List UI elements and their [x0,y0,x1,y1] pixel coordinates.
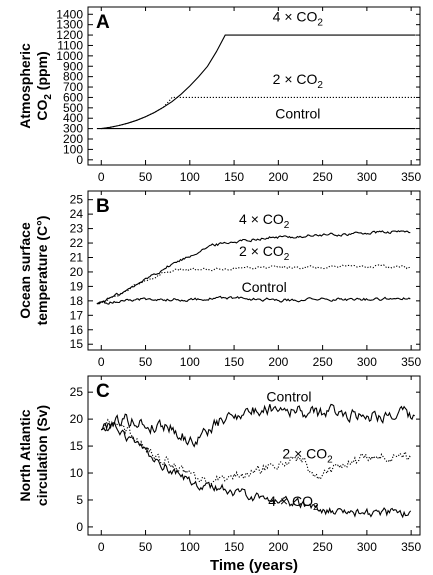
y-tick-label: 20 [70,412,84,426]
x-tick-label: 0 [98,540,105,554]
series-annotation: 4 × CO2 [239,211,290,231]
y-tick-label: 1200 [56,28,83,42]
y-axis-label-line1: North Atlantic [17,409,33,501]
x-tick-label: 250 [313,355,333,369]
y-axis-label-line2: temperature (C°) [34,216,50,326]
x-tick-label: 150 [224,355,244,369]
y-tick-label: 900 [63,59,83,73]
y-tick-label: 15 [70,337,84,351]
x-tick-label: 350 [401,355,421,369]
y-tick-label: 1000 [56,49,83,63]
y-tick-label: 500 [63,101,83,115]
x-tick-label: 50 [139,540,153,554]
y-axis-label-line2: circulation (Sv) [34,405,50,506]
y-tick-label: 25 [70,385,84,399]
y-axis-label-line2: CO [34,100,50,121]
panel-letter: A [96,12,110,33]
panel-c: 0 50 100 150 200 250 300 350 0 5 10 15 20 25 C North At… [17,375,421,574]
plot-frame [87,375,421,536]
y-tick-label: 22 [70,236,84,250]
x-tick-label: 200 [268,170,288,184]
y-tick-label: 24 [70,207,84,221]
x-axis-label: Time (years) [210,557,298,574]
y-axis-label-subscript: 2 [43,94,54,100]
y-axis-label: AtmosphericCO2 (ppm) [17,43,54,129]
y-axis-label-line1: Atmospheric [17,43,33,129]
y-tick-label: 700 [63,80,83,94]
y-tick-label: 800 [63,70,83,84]
y-tick-label: 200 [63,132,83,146]
y-axis-label: Ocean surfacetemperature (C°) [17,216,50,326]
series-annotation: 2 × CO2 [282,445,333,465]
y-tick-label: 400 [63,111,83,125]
panel-a: 0 50 100 150 200 250 300 3500100200300400500600… [17,6,421,184]
y-tick-label: 300 [63,122,83,136]
series-annotation: 2 × CO2 [239,243,290,263]
y-tick-label: 17 [70,308,84,322]
y-tick-label: 100 [63,142,83,156]
series-annotation: 4 × CO2 [268,493,319,513]
x-tick-label: 100 [180,540,200,554]
y-tick-label: 16 [70,323,84,337]
series-annotation: Control [242,279,287,295]
y-tick-label: 0 [76,520,83,534]
y-axis-label-line1: Ocean surface [17,222,33,319]
series-line-control [96,295,411,305]
x-tick-label: 250 [313,540,333,554]
series-annotation: 4 × CO2 [273,9,324,29]
series-annotation: Control [266,388,311,404]
plot-frame [87,6,421,166]
y-axis-label-suffix: (ppm) [34,51,50,94]
y-tick-label: 1100 [57,38,83,52]
y-tick-label: 600 [63,90,83,104]
series-line-2co2 [101,96,416,130]
y-tick-label: 23 [70,222,84,236]
series-line-4co2 [101,34,416,130]
y-tick-label: 1400 [56,7,83,21]
x-tick-label: 150 [224,540,244,554]
x-tick-label: 100 [180,170,200,184]
series-line-2co2 [100,418,411,487]
x-tick-label: 0 [98,355,105,369]
x-tick-label: 300 [357,170,377,184]
x-tick-label: 350 [401,540,421,554]
y-tick-label: 10 [70,466,84,480]
panel-b: 0 50 100 150 200 250 300 3501516171819202122232… [17,190,421,369]
series-annotation: 2 × CO2 [273,71,324,91]
y-tick-label: 5 [76,493,83,507]
y-tick-label: 20 [70,265,84,279]
series-line-4co2 [96,230,411,305]
plot-frame [87,190,421,351]
x-tick-label: 150 [224,170,244,184]
y-tick-label: 18 [70,294,84,308]
x-tick-label: 50 [139,170,153,184]
x-tick-label: 300 [357,540,377,554]
series-annotation: Control [275,106,320,122]
y-tick-label: 15 [70,439,84,453]
x-tick-label: 300 [357,355,377,369]
x-tick-label: 250 [313,170,333,184]
x-tick-label: 100 [180,355,200,369]
panel-letter: B [96,196,110,217]
y-tick-label: 25 [70,193,84,207]
y-tick-label: 21 [70,250,84,264]
x-tick-label: 200 [268,355,288,369]
series-line-control [100,403,415,448]
x-tick-label: 0 [98,170,105,184]
y-tick-label: 19 [70,279,84,293]
y-tick-label: 0 [76,153,83,167]
y-tick-label: 1300 [56,18,83,32]
series-line-4co2 [101,421,412,519]
x-tick-label: 50 [139,355,153,369]
x-tick-label: 200 [268,540,288,554]
y-axis-label: North Atlanticcirculation (Sv) [17,405,50,506]
x-tick-label: 350 [401,170,421,184]
panel-letter: C [96,381,110,402]
